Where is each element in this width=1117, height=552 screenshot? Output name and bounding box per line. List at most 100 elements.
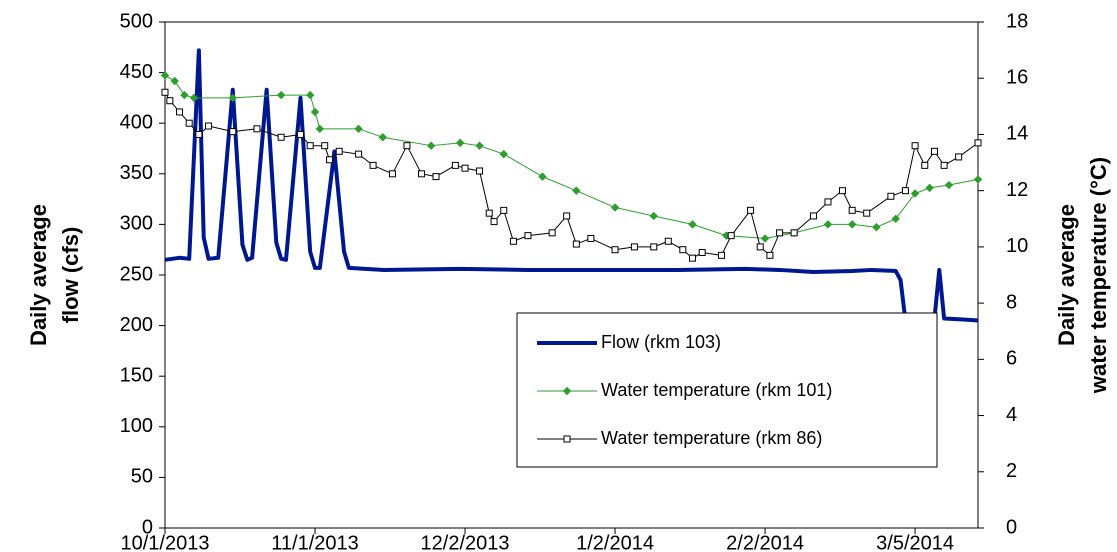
- point: [823, 220, 833, 229]
- point: [228, 93, 237, 103]
- series-line: [164, 48, 979, 323]
- point: [321, 142, 329, 150]
- point: [887, 192, 895, 200]
- point: [229, 128, 237, 136]
- point: [253, 125, 261, 133]
- point: [679, 246, 687, 254]
- point: [790, 229, 798, 237]
- point: [524, 232, 532, 240]
- x-tick-label: 12/2/2013: [421, 532, 510, 552]
- point: [455, 138, 465, 148]
- y-axis-title: Daily average: [26, 204, 51, 346]
- legend-marker: [563, 435, 571, 443]
- point: [315, 124, 325, 134]
- point: [664, 237, 672, 245]
- x-tick-label: 1/2/2014: [576, 532, 654, 552]
- point: [727, 232, 735, 240]
- point: [611, 246, 619, 254]
- point: [180, 90, 189, 100]
- legend-marker: [562, 386, 572, 396]
- point: [563, 212, 571, 220]
- point: [326, 156, 334, 164]
- point: [718, 251, 726, 259]
- point: [417, 170, 425, 178]
- point: [901, 187, 909, 195]
- point: [277, 133, 285, 141]
- point: [160, 71, 170, 80]
- y2-tick-label: 8: [1006, 291, 1017, 313]
- point: [809, 212, 817, 220]
- point: [572, 186, 581, 195]
- point: [944, 180, 954, 190]
- point: [930, 147, 938, 155]
- point: [185, 119, 193, 127]
- y2-tick-label: 6: [1006, 348, 1017, 370]
- legend-label: Flow (rkm 103): [601, 332, 721, 352]
- point: [355, 150, 363, 158]
- point: [572, 240, 580, 248]
- point: [490, 218, 498, 226]
- legend: [516, 312, 938, 468]
- point: [630, 243, 638, 251]
- point: [432, 173, 440, 181]
- y-tick-label: 50: [131, 466, 153, 488]
- y-tick-label: 500: [120, 10, 153, 32]
- point: [910, 189, 920, 198]
- point: [756, 243, 764, 251]
- x-tick-label: 2/2/2014: [726, 532, 804, 552]
- point: [848, 206, 856, 214]
- point: [161, 88, 169, 96]
- y-tick-label: 400: [120, 111, 153, 133]
- point: [688, 254, 696, 262]
- y-tick-label: 250: [120, 263, 153, 285]
- point: [369, 161, 377, 169]
- point: [476, 167, 484, 175]
- x-tick-label: 11/1/2013: [271, 532, 359, 552]
- point: [305, 90, 315, 100]
- point: [189, 93, 199, 103]
- point: [610, 203, 620, 212]
- point: [698, 249, 706, 257]
- point: [650, 243, 658, 251]
- y2-tick-label: 4: [1006, 404, 1017, 426]
- y-tick-label: 150: [120, 364, 153, 386]
- y-tick-label: 100: [120, 415, 153, 437]
- point: [451, 161, 459, 169]
- y2-tick-label: 0: [1006, 516, 1017, 538]
- point: [760, 234, 770, 243]
- point: [500, 206, 508, 214]
- y-axis-title: flow (cfs): [58, 227, 83, 324]
- point: [766, 251, 774, 259]
- point: [940, 161, 948, 169]
- point: [538, 172, 547, 181]
- point: [973, 175, 983, 184]
- point: [310, 107, 320, 117]
- y2-tick-label: 18: [1006, 10, 1028, 32]
- y2-tick-label: 12: [1006, 179, 1028, 201]
- point: [485, 209, 493, 217]
- point: [354, 124, 363, 134]
- y2-tick-label: 14: [1006, 123, 1028, 145]
- point: [426, 141, 436, 150]
- point: [847, 220, 857, 229]
- point: [921, 161, 929, 169]
- point: [955, 153, 963, 161]
- point: [475, 141, 484, 150]
- x-tick-label: 3/5/2014: [876, 532, 954, 552]
- point: [649, 211, 658, 221]
- x-tick-label: 10/1/2013: [121, 532, 210, 552]
- y2-tick-label: 10: [1006, 235, 1028, 257]
- y2-axis-title: water temperature (°C): [1086, 157, 1111, 394]
- y-tick-label: 300: [120, 213, 153, 235]
- y2-axis-title: Daily average: [1054, 204, 1079, 346]
- point: [974, 139, 982, 147]
- point: [335, 147, 343, 155]
- point: [195, 130, 203, 138]
- y2-tick-label: 16: [1006, 67, 1028, 89]
- legend-label: Water temperature (rkm 86): [601, 428, 822, 448]
- y-tick-label: 200: [120, 314, 153, 336]
- point: [297, 130, 304, 138]
- point: [872, 223, 881, 232]
